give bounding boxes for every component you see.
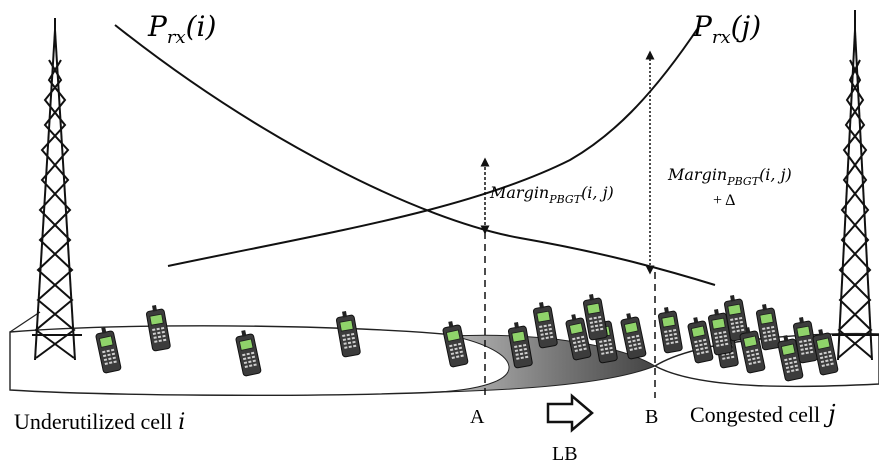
ground-line (9, 311, 41, 333)
margin-b-label: MarginPBGT(i, j) (667, 165, 792, 188)
arrow-right-icon (546, 393, 594, 433)
label-prx-j: Prx(j) (692, 10, 761, 48)
lb-label: LB (552, 443, 578, 465)
underutilized-cell-label: Underutilized cell i (14, 409, 185, 435)
tower-icon (832, 10, 879, 361)
congested-cell-label: Congested cell j (690, 400, 836, 428)
point-a-label: A (470, 406, 485, 428)
curve-prx-j (167, 24, 701, 267)
point-b-label: B (645, 406, 658, 428)
margin-a-label: MarginPBGT(i, j) (489, 183, 614, 206)
mobile-phone-icon (656, 305, 684, 354)
margin-b-extra: + Δ (713, 192, 735, 209)
label-prx-i: Prx(i) (147, 10, 216, 48)
tower-icon (32, 18, 82, 361)
curve-prx-i (114, 24, 716, 286)
